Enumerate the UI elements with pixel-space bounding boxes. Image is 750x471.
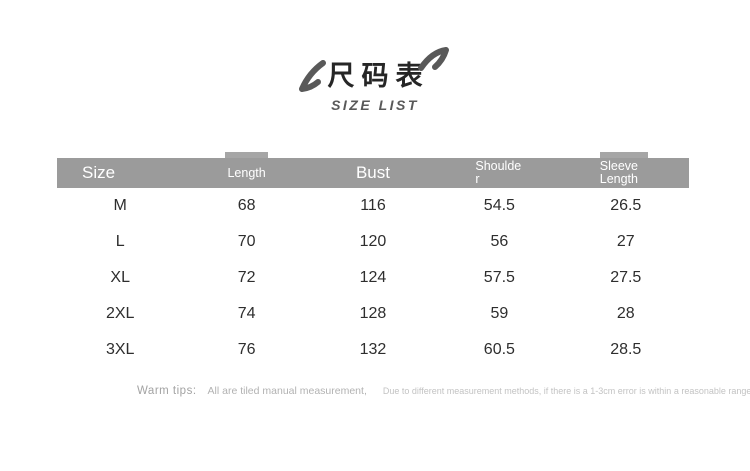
warm-tips-row: Warm tips: All are tiled manual measurem…	[137, 385, 750, 397]
table-row-m: M 68 116 54.5 26.5	[57, 188, 689, 224]
warm-tips-note: All are tiled manual measurement,	[207, 385, 367, 397]
cell-size: M	[113, 197, 127, 214]
cell-sleeve-length: 28	[616, 305, 635, 322]
cell-size: 2XL	[105, 305, 135, 322]
cell-shoulder: 59	[490, 305, 509, 322]
cell-length: 74	[237, 305, 256, 322]
page-subtitle: SIZE LIST	[331, 97, 419, 113]
cell-sleeve-length: 26.5	[610, 197, 642, 214]
warm-tips-label: Warm tips:	[137, 385, 197, 397]
cell-shoulder: 57.5	[483, 269, 515, 286]
column-header-length: Length	[227, 165, 266, 180]
size-table: Size Length Bust Shoulder Sleeve Length …	[57, 152, 689, 368]
table-row-l: L 70 120 56 27	[57, 224, 689, 260]
table-row-2xl: 2XL 74 128 59 28	[57, 296, 689, 332]
table-row-xl: XL 72 124 57.5 27.5	[57, 260, 689, 296]
cell-shoulder: 60.5	[483, 341, 515, 358]
cell-sleeve-length: 27.5	[610, 269, 642, 286]
column-header-sleeve-length: Sleeve Length	[563, 158, 689, 188]
table-header-row: Size Length Bust Shoulder Sleeve Length	[57, 152, 689, 188]
cell-bust: 120	[359, 233, 387, 250]
cell-bust: 128	[359, 305, 387, 322]
cell-shoulder: 54.5	[483, 197, 515, 214]
cell-size: L	[115, 233, 125, 250]
cell-size: 3XL	[105, 341, 135, 358]
header-tab-length	[225, 152, 268, 158]
column-header-size: Size	[82, 163, 116, 182]
cell-sleeve-length: 28.5	[610, 341, 642, 358]
cell-shoulder: 56	[490, 233, 509, 250]
cell-bust: 132	[359, 341, 387, 358]
brush-stroke-left-icon	[297, 60, 327, 101]
column-header-bust: Bust	[355, 163, 390, 182]
column-header-shoulder: Shoulder	[436, 158, 562, 188]
column-header-sleeve-length-label: Sleeve Length	[599, 159, 638, 186]
table-row-3xl: 3XL 76 132 60.5 28.5	[57, 332, 689, 368]
header-tab-sleeve-length	[600, 152, 648, 158]
cell-length: 72	[237, 269, 256, 286]
brush-stroke-right-icon	[418, 46, 450, 83]
cell-sleeve-length: 27	[616, 233, 635, 250]
cell-size: XL	[110, 269, 130, 286]
cell-length: 70	[237, 233, 256, 250]
cell-length: 68	[237, 197, 256, 214]
cell-length: 76	[237, 341, 256, 358]
page-title: 尺码表	[327, 61, 430, 91]
warm-tips-fine-print: Due to different measurement methods, if…	[382, 386, 750, 396]
column-header-shoulder-label: Shoulder	[475, 159, 522, 186]
cell-bust: 116	[360, 197, 386, 214]
cell-bust: 124	[359, 269, 387, 286]
